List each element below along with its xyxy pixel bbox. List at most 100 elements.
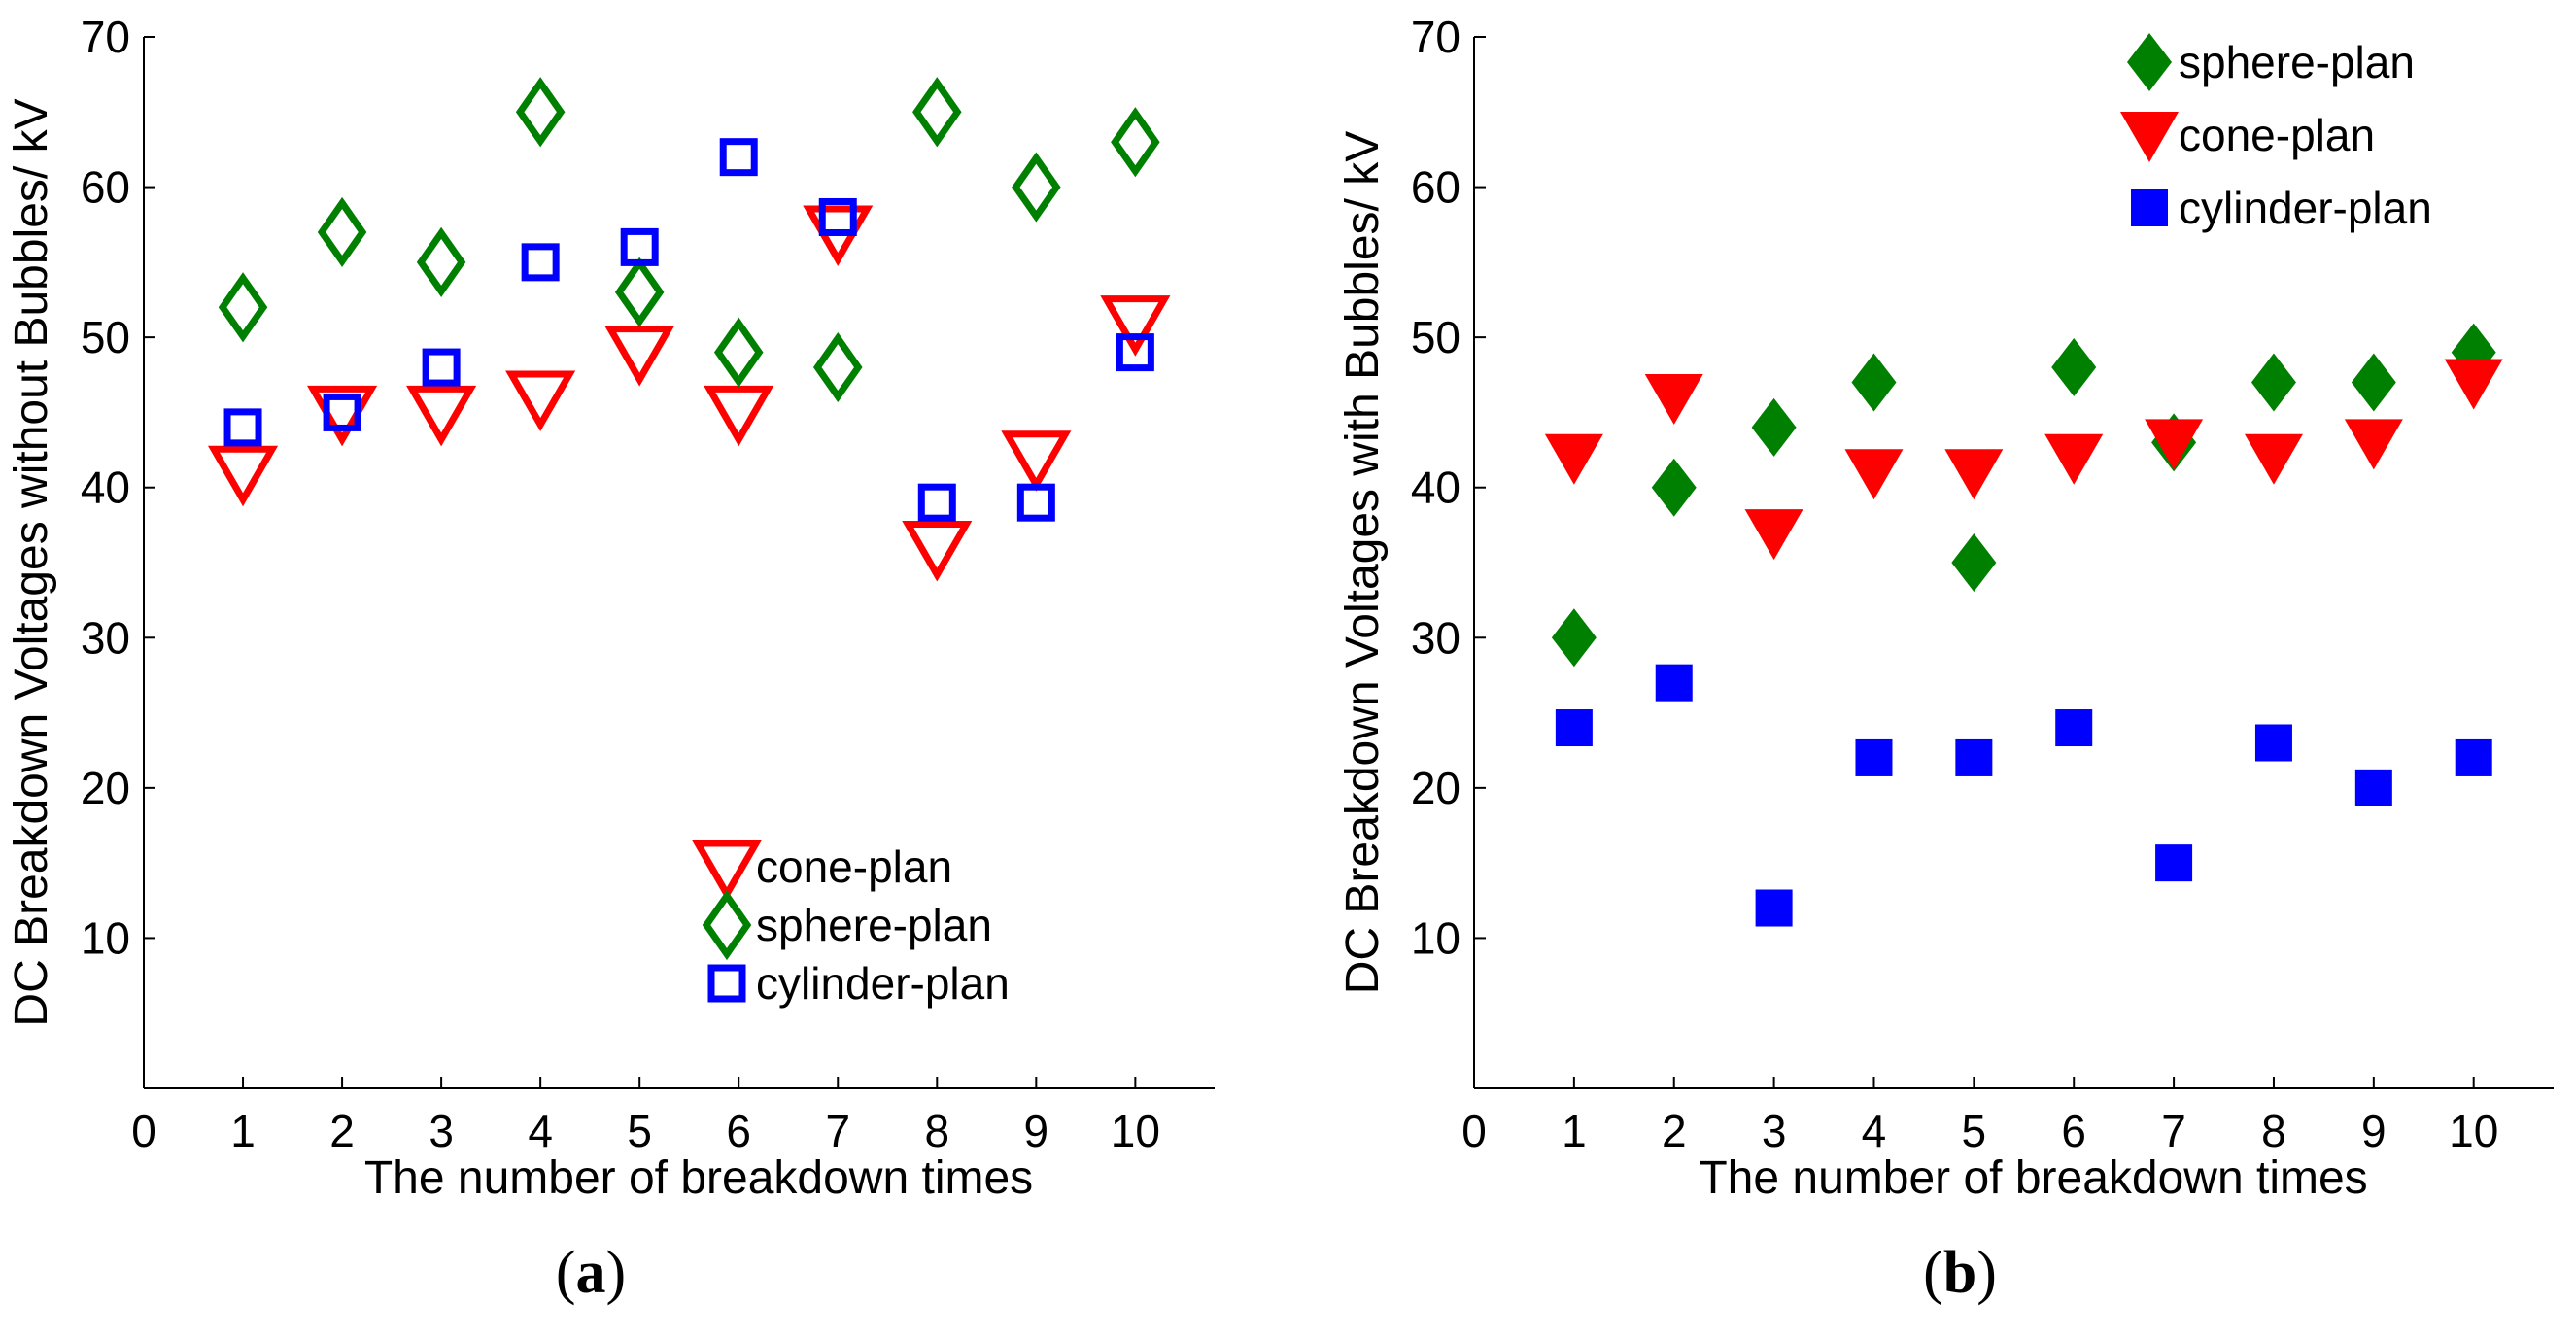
panel-a-y-tick-label: 20 (81, 763, 130, 813)
panel-b-point-sphere-plan (2051, 338, 2097, 397)
panel-a-point-sphere-plan (1012, 152, 1061, 223)
panel-b-point-cone-plan (2444, 359, 2503, 410)
panel-b-point-cylinder-plan (1855, 738, 1893, 776)
panel-a-point-cylinder-plan (818, 197, 857, 236)
panel-b-point-cylinder-plan (1655, 664, 1693, 702)
panel-a-y-tick-label: 50 (81, 312, 130, 362)
panel-b-point-cylinder-plan (2354, 769, 2392, 806)
panel-a-point-sphere-plan (317, 196, 367, 268)
panel-b-legend-marker-cone-plan (2120, 112, 2179, 162)
panel-a-point-sphere-plan (713, 317, 764, 388)
panel-b-point-cone-plan (1544, 433, 1603, 485)
panel-b-x-tick-label: 6 (2061, 1106, 2086, 1156)
panel-b-point-cylinder-plan (1955, 738, 1993, 776)
panel-a-y-axis-label: DC Breakdown Voltages without Bubbles/ k… (6, 98, 57, 1026)
panel-a-point-cylinder-plan (1116, 333, 1154, 372)
panel-b-y-tick-label: 40 (1411, 463, 1460, 513)
panel-b-y-tick-label: 50 (1411, 312, 1460, 362)
panel-b-point-cylinder-plan (1755, 889, 1793, 927)
panel-a-point-sphere-plan (912, 77, 962, 148)
panel-a-point-cylinder-plan (917, 483, 956, 522)
panel-b-point-cylinder-plan (1555, 709, 1593, 747)
panel-b-point-cone-plan (1744, 509, 1803, 561)
caption-b-close: ) (1976, 1240, 1997, 1306)
panel-b-y-tick-label: 60 (1411, 162, 1460, 213)
panel-b-point-sphere-plan (1651, 458, 1697, 517)
caption-a-letter: a (576, 1240, 606, 1306)
panel-b-point-cone-plan (2344, 419, 2403, 470)
panel-b-point-cone-plan (1644, 373, 1703, 425)
panel-b-x-tick-label: 0 (1461, 1106, 1487, 1156)
panel-b-y-tick-label: 70 (1411, 12, 1460, 62)
panel-a-point-cylinder-plan (422, 348, 461, 387)
panel-a-point-cone-plan (604, 326, 675, 387)
panel-a-x-tick-label: 3 (429, 1106, 454, 1156)
panel-b-y-tick-label: 10 (1411, 912, 1460, 963)
panel-b-legend-label-cylinder-plan: cylinder-plan (2179, 183, 2432, 233)
panel-a-x-axis-label: The number of breakdown times (364, 1152, 1033, 1204)
caption-a-open: ( (556, 1240, 576, 1306)
panel-a-x-tick-label: 8 (924, 1106, 949, 1156)
panel-b-point-sphere-plan (1751, 397, 1797, 457)
panel-a-point-cone-plan (704, 385, 774, 447)
panel-a-point-sphere-plan (515, 77, 566, 148)
panel-b-legend-marker-sphere-plan (2127, 33, 2172, 91)
panel-b-x-tick-label: 9 (2361, 1106, 2387, 1156)
panel-a-point-cylinder-plan (521, 243, 560, 282)
panel-b-x-tick-label: 1 (1562, 1106, 1587, 1156)
panel-a-chart: 0 1 2 3 4 5 6 7 8 9 10 10 20 30 40 50 60 70 The number of … (6, 12, 1215, 1204)
panel-a-legend-marker-cylinder-plan (707, 964, 746, 1003)
panel-b-x-tick-label: 3 (1762, 1106, 1787, 1156)
panel-b-point-cone-plan (2044, 433, 2104, 485)
panel-a-legend-marker-sphere-plan (702, 889, 752, 961)
panel-b-point-cylinder-plan (2155, 844, 2193, 882)
panel-a-x-tick-label: 2 (329, 1106, 355, 1156)
panel-b-point-sphere-plan (1851, 353, 1897, 412)
panel-b-y-tick-label: 30 (1411, 612, 1460, 663)
panel-a-point-sphere-plan (812, 331, 863, 403)
panel-a-y-tick-label: 40 (81, 463, 130, 513)
panel-b-point-cone-plan (1944, 449, 2004, 500)
panel-a-point-cone-plan (406, 385, 477, 447)
panel-a-x-tick-label: 1 (230, 1106, 256, 1156)
caption-b-letter: b (1943, 1240, 1976, 1306)
panel-a-point-sphere-plan (416, 226, 466, 297)
panel-a-y-tick-label: 70 (81, 12, 130, 62)
panel-b-point-cone-plan (1844, 449, 1904, 500)
panel-b-point-cylinder-plan (2254, 724, 2292, 762)
panel-b-point-sphere-plan (2351, 353, 2396, 412)
panel-b-x-tick-label: 2 (1662, 1106, 1687, 1156)
panel-a-point-sphere-plan (218, 272, 268, 343)
panel-a-caption: (a) (556, 1240, 626, 1306)
panel-b-x-tick-label: 7 (2161, 1106, 2186, 1156)
panel-a-legend-label-cone-plan: cone-plan (756, 841, 952, 892)
panel-a-y-tick-label: 30 (81, 612, 130, 663)
panel-a-x-tick-label: 10 (1111, 1106, 1160, 1156)
panel-a-x-tick-label: 6 (726, 1106, 751, 1156)
panel-a-point-cylinder-plan (719, 138, 758, 177)
panel-a-point-cone-plan (1100, 295, 1171, 357)
panel-b-point-sphere-plan (2250, 353, 2296, 412)
panel-b-x-axis-label: The number of breakdown times (1699, 1152, 2367, 1204)
panel-b-point-cylinder-plan (2455, 738, 2492, 776)
panel-a-x-tick-label: 5 (627, 1106, 652, 1156)
panel-b-legend-label-sphere-plan: sphere-plan (2179, 37, 2415, 87)
panel-b-x-tick-label: 4 (1862, 1106, 1887, 1156)
panel-b-x-tick-label: 10 (2449, 1106, 2498, 1156)
panel-a-point-cylinder-plan (323, 393, 361, 431)
panel-a-legend-marker-cone-plan (691, 840, 763, 902)
panel-a-y-tick-label: 60 (81, 162, 130, 213)
panel-b-point-cone-plan (2244, 433, 2303, 485)
panel-a-point-sphere-plan (1111, 107, 1160, 178)
panel-b-x-tick-label: 5 (1962, 1106, 1987, 1156)
panel-b-point-cone-plan (2145, 419, 2204, 470)
panel-a-x-tick-label: 9 (1024, 1106, 1049, 1156)
panel-a-point-cylinder-plan (223, 408, 262, 447)
panel-a-point-cone-plan (207, 445, 279, 507)
panel-b-y-tick-label: 20 (1411, 763, 1460, 813)
panel-b-legend-marker-cylinder-plan (2131, 189, 2168, 226)
panel-b-point-sphere-plan (1951, 533, 1997, 592)
panel-a-legend-label-sphere-plan: sphere-plan (756, 900, 992, 950)
panel-a-x-tick-label: 0 (131, 1106, 156, 1156)
